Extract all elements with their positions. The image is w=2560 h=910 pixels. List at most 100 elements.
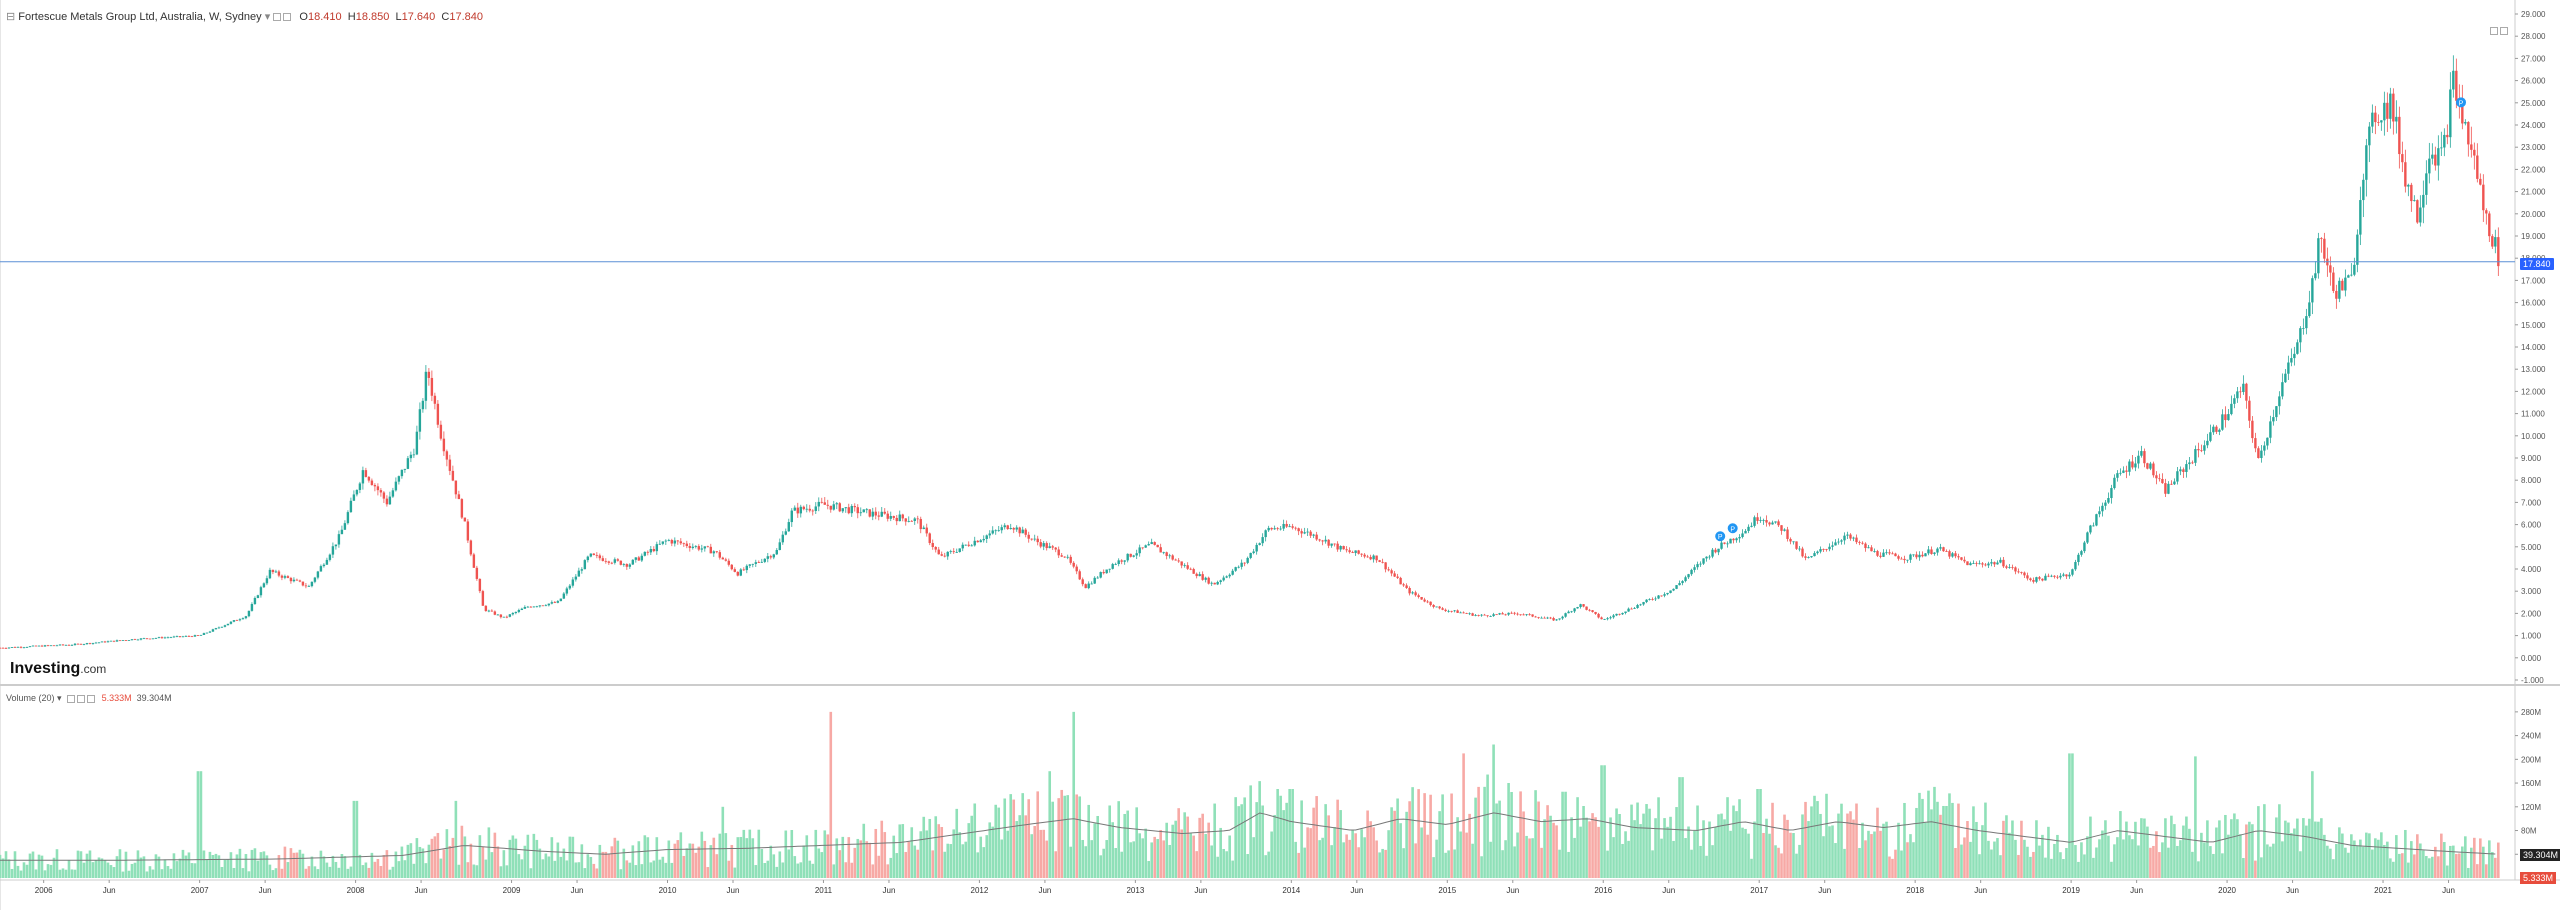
volume-bar <box>1168 844 1171 878</box>
volume-bar <box>1792 833 1795 878</box>
time-tick-label: Jun <box>2130 886 2143 895</box>
volume-bar <box>1816 801 1819 878</box>
candle-body <box>181 636 185 638</box>
candle-body <box>211 629 215 632</box>
volume-bar <box>1621 843 1624 878</box>
candle-body <box>277 571 281 576</box>
candle-body <box>1507 612 1510 615</box>
event-marker[interactable] <box>2456 97 2467 108</box>
time-tick-label: Jun <box>1974 886 1987 895</box>
candle-body <box>1177 560 1180 562</box>
candle-body <box>1654 598 1657 600</box>
volume-bar <box>2068 753 2071 878</box>
volume-bar <box>418 846 422 878</box>
candle-body <box>1474 615 1477 616</box>
candle-body <box>637 557 641 561</box>
collapse-icon[interactable]: ⊟ <box>6 11 16 23</box>
candle-body <box>1468 613 1471 615</box>
candle-body <box>133 639 137 641</box>
volume-bar <box>2065 847 2068 878</box>
event-marker[interactable] <box>1727 523 1738 534</box>
volume-bar <box>2230 819 2233 878</box>
candle-body <box>2230 403 2233 415</box>
volume-bar <box>676 840 680 878</box>
volume-bar <box>760 849 764 878</box>
candle-body <box>745 565 748 571</box>
candle-body <box>25 647 29 648</box>
volume-bar <box>562 848 566 878</box>
candle-body <box>1681 581 1684 584</box>
volume-bar <box>2020 820 2023 878</box>
dropdown-icon[interactable]: ▾ <box>57 693 62 703</box>
candle-body <box>646 551 650 553</box>
candle-body <box>1117 560 1120 565</box>
chart-header: ⊟ Fortescue Metals Group Ltd, Australia,… <box>6 10 483 23</box>
volume-bar <box>763 863 767 878</box>
candle-body <box>628 564 632 567</box>
time-tick-label: Jun <box>571 886 584 895</box>
time-tick-label: 2018 <box>1906 886 1924 895</box>
volume-bar <box>2386 841 2389 878</box>
settings-icon[interactable] <box>76 694 85 703</box>
candle-body <box>970 545 973 547</box>
volume-bar <box>115 856 119 878</box>
maximize-icon[interactable] <box>2490 26 2498 35</box>
volume-bar <box>1078 796 1082 878</box>
candle-body <box>1030 538 1033 540</box>
candle-body <box>1399 577 1402 585</box>
volume-bar <box>1708 821 1711 878</box>
volume-bar <box>724 833 728 878</box>
volume-bar <box>502 850 506 878</box>
candle-body <box>1054 547 1057 550</box>
event-marker[interactable] <box>1715 531 1726 542</box>
candle-body <box>1363 554 1366 557</box>
candle-body <box>922 527 925 530</box>
eye-icon[interactable] <box>66 694 75 703</box>
volume-bar <box>613 837 617 878</box>
volume-bar <box>262 851 266 878</box>
candle-body <box>2071 569 2074 575</box>
volume-last-badge: 5.333M <box>2520 872 2557 884</box>
close-icon[interactable] <box>283 13 292 22</box>
candle-body <box>778 542 781 550</box>
candle-body <box>982 538 985 541</box>
candle-body <box>811 510 814 512</box>
candle-body <box>1444 609 1447 612</box>
volume-bar <box>190 863 194 878</box>
candle-body <box>313 577 317 582</box>
dropdown-icon[interactable]: ▾ <box>264 11 271 23</box>
volume-bar <box>469 843 473 878</box>
volume-bar <box>1084 846 1088 878</box>
volume-bar <box>850 862 854 878</box>
candle-body <box>1657 595 1660 599</box>
volume-bar <box>718 833 722 878</box>
volume-bar <box>2074 845 2077 878</box>
volume-bar <box>1219 827 1222 878</box>
candle-body <box>2341 280 2344 291</box>
volume-bar <box>571 836 575 878</box>
volume-bar <box>397 861 401 878</box>
close-icon[interactable] <box>86 694 95 703</box>
volume-bar <box>475 865 479 878</box>
candle-body <box>2482 184 2485 211</box>
volume-bar <box>385 850 389 878</box>
candle-body <box>1756 517 1759 521</box>
candle-body <box>2086 532 2089 543</box>
candle-body <box>106 641 110 643</box>
volume-bar <box>1999 855 2002 878</box>
volume-bar <box>631 845 635 878</box>
candle-body <box>367 476 371 481</box>
candle-body <box>1888 552 1891 554</box>
volume-bar <box>1873 831 1876 878</box>
candle-body <box>568 585 572 589</box>
candle-body <box>2386 102 2389 119</box>
candle-body <box>1516 613 1519 615</box>
candle-body <box>1951 553 1954 557</box>
volume-bar <box>361 865 365 878</box>
settings-icon[interactable] <box>273 13 282 22</box>
volume-bar <box>478 835 482 878</box>
restore-icon[interactable] <box>2500 26 2508 35</box>
volume-bar <box>1081 839 1085 878</box>
candle-body <box>772 554 775 558</box>
candle-body <box>316 571 320 578</box>
